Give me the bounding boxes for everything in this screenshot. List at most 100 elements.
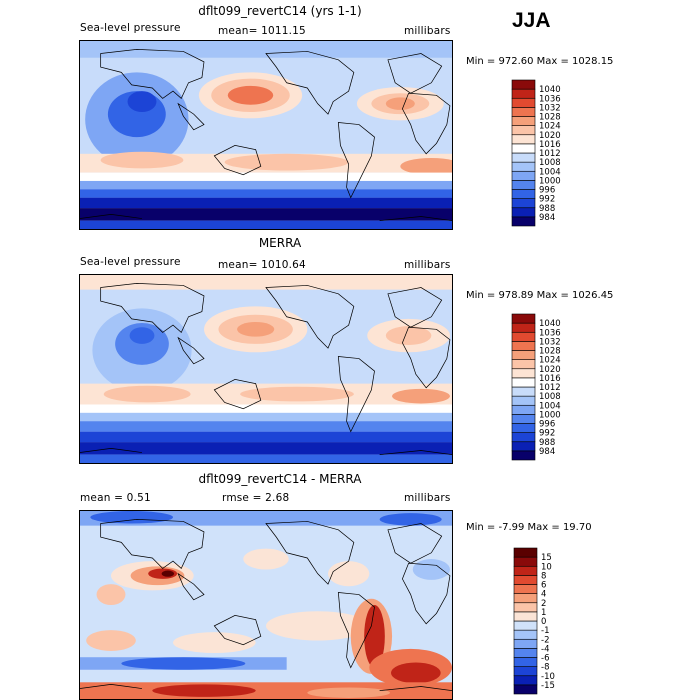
colorbar-tick-label: 988 — [539, 438, 555, 448]
colorbar-tick-label: -2 — [541, 635, 549, 645]
panel-2-min-max: Min = 978.89 Max = 1026.45 — [466, 290, 614, 301]
colorbar-swatch — [513, 666, 538, 677]
panel-1-center-label: mean= 1011.15 — [218, 25, 306, 37]
colorbar-swatch — [511, 216, 536, 227]
colorbar-swatch — [511, 170, 536, 181]
panel-1-title: dflt099_revertC14 (yrs 1-1) — [198, 4, 362, 18]
colorbar-swatch — [511, 134, 536, 145]
colorbar-swatch — [513, 565, 538, 576]
colorbar-tick-label: 1000 — [539, 176, 561, 186]
colorbar-tick-label: 1020 — [539, 365, 561, 375]
colorbar-tick-label: 1012 — [539, 383, 561, 393]
colorbar-swatch — [511, 331, 536, 342]
colorbar-swatch — [511, 161, 536, 172]
panel-1-map — [79, 40, 453, 230]
colorbar-swatch — [511, 207, 536, 218]
panel-1-colorbar: 984 988 992 996 1000 1004 1008 1012 1016 1020 1024… — [511, 78, 572, 228]
colorbar-tick-label: -6 — [541, 654, 549, 664]
panel-3-map — [79, 510, 453, 700]
colorbar-tick-label: 1036 — [539, 328, 561, 338]
colorbar-swatch — [513, 675, 538, 686]
colorbar-swatch — [513, 620, 538, 631]
panel-1-min-max: Min = 972.60 Max = 1028.15 — [466, 56, 614, 67]
panel-3-min-max: Min = -7.99 Max = 19.70 — [466, 522, 592, 533]
panel-2-colorbar: 984 988 992 996 1000 1004 1008 1012 1016 1020 1024… — [511, 312, 572, 462]
colorbar-tick-label: 1032 — [539, 337, 561, 347]
colorbar-tick-label: 6 — [541, 581, 546, 591]
colorbar-swatch — [511, 143, 536, 154]
colorbar-tick-label: 996 — [539, 186, 555, 196]
colorbar-swatch — [511, 377, 536, 388]
colorbar-tick-label: 1032 — [539, 103, 561, 113]
colorbar-swatch — [513, 547, 538, 558]
colorbar-swatch — [511, 432, 536, 443]
panel-1-left-label: Sea-level pressure — [80, 22, 181, 34]
colorbar-tick-label: 1004 — [539, 167, 561, 177]
colorbar-swatch — [513, 584, 538, 594]
panel-3-center-label: rmse = 2.68 — [222, 492, 290, 504]
panel-1-colorbar-plot: 9849889929961000100410081012101610201024… — [511, 79, 561, 227]
colorbar-swatch — [513, 648, 538, 658]
colorbar-swatch — [511, 97, 536, 108]
colorbar-swatch — [511, 189, 536, 199]
colorbar-swatch — [511, 341, 536, 351]
colorbar-tick-label: 2 — [541, 599, 546, 609]
colorbar-swatch — [511, 395, 536, 406]
panel-1-map-plot — [80, 41, 452, 229]
panel-2-left-label: Sea-level pressure — [80, 256, 181, 268]
colorbar-tick-label: 1040 — [539, 85, 561, 95]
colorbar-tick-label: 992 — [539, 195, 555, 205]
colorbar-swatch — [513, 602, 538, 613]
colorbar-tick-label: -10 — [541, 672, 555, 682]
colorbar-tick-label: 1036 — [539, 94, 561, 104]
colorbar-tick-label: 15 — [541, 553, 552, 563]
colorbar-tick-label: 4 — [541, 590, 546, 600]
panel-2-right-label: millibars — [404, 259, 451, 271]
season-label: JJA — [512, 9, 551, 32]
colorbar-tick-label: 996 — [539, 420, 555, 430]
panel-1-coastlines — [80, 48, 452, 222]
panel-2-center-label: mean= 1010.64 — [218, 259, 306, 271]
colorbar-swatch — [511, 107, 536, 117]
colorbar-tick-label: 988 — [539, 204, 555, 214]
colorbar-swatch — [511, 423, 536, 433]
colorbar-tick-label: 992 — [539, 429, 555, 439]
colorbar-swatch — [513, 611, 538, 622]
colorbar-tick-label: 1024 — [539, 122, 561, 132]
colorbar-swatch — [511, 322, 536, 333]
colorbar-tick-label: 1024 — [539, 356, 561, 366]
colorbar-swatch — [513, 629, 538, 640]
colorbar-swatch — [511, 450, 536, 461]
colorbar-swatch — [511, 79, 536, 90]
colorbar-tick-label: 1012 — [539, 149, 561, 159]
colorbar-tick-label: -15 — [541, 681, 555, 691]
panel-2-colorbar-plot: 9849889929961000100410081012101610201024… — [511, 313, 561, 461]
colorbar-tick-label: 1028 — [539, 347, 561, 357]
colorbar-tick-label: -1 — [541, 626, 549, 636]
colorbar-tick-label: 1016 — [539, 140, 561, 150]
colorbar-swatch — [511, 198, 536, 209]
panel-3-left-label: mean = 0.51 — [80, 492, 151, 504]
colorbar-tick-label: 1020 — [539, 131, 561, 141]
colorbar-tick-label: 1 — [541, 608, 546, 618]
colorbar-swatch — [513, 657, 538, 667]
panel-3-map-plot — [80, 511, 452, 699]
colorbar-tick-label: 10 — [541, 562, 552, 572]
colorbar-tick-label: 0 — [541, 617, 546, 627]
colorbar-swatch — [511, 152, 536, 163]
colorbar-tick-label: 1000 — [539, 410, 561, 420]
colorbar-swatch — [511, 88, 536, 99]
panel-2-title: MERRA — [258, 236, 302, 250]
colorbar-swatch — [513, 638, 538, 649]
colorbar-swatch — [513, 593, 538, 604]
colorbar-swatch — [513, 575, 538, 585]
panel-3-contour-field — [80, 511, 452, 699]
panel-1-right-label: millibars — [404, 25, 451, 37]
colorbar-swatch — [511, 368, 536, 379]
panel-3-coastlines — [80, 518, 452, 692]
colorbar-swatch — [511, 116, 536, 126]
colorbar-swatch — [511, 404, 536, 415]
panel-3-right-label: millibars — [404, 492, 451, 504]
colorbar-swatch — [513, 556, 538, 567]
